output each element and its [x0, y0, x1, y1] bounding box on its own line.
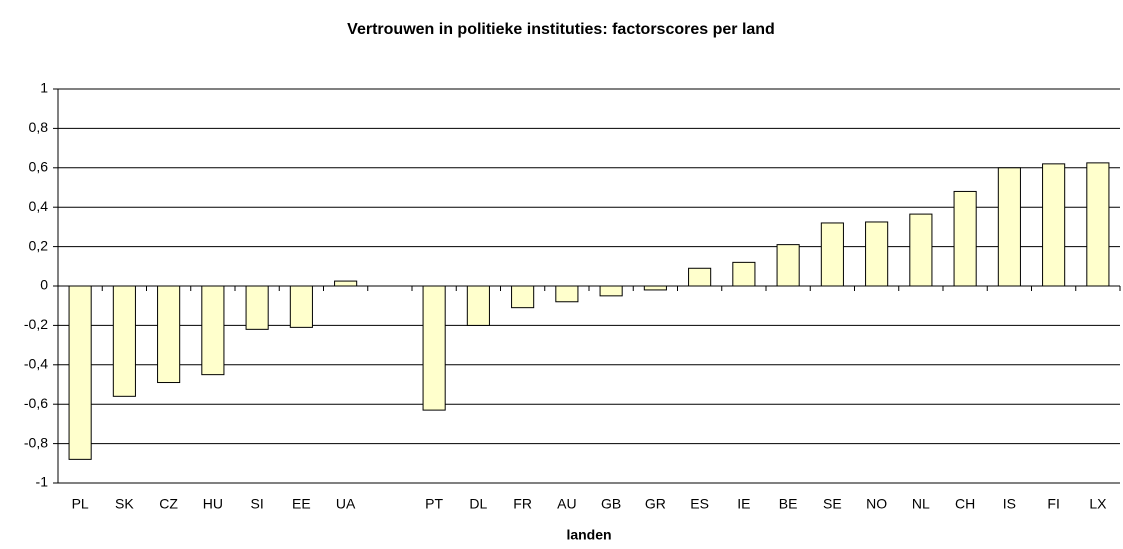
x-tick-label: FI — [1047, 496, 1059, 512]
x-tick-label: SI — [251, 496, 264, 512]
x-tick-label: DL — [469, 496, 487, 512]
bar — [688, 267, 712, 287]
y-tick-label: 0,2 — [29, 237, 49, 253]
bar — [909, 213, 933, 287]
y-tick-label: -0,8 — [24, 434, 48, 450]
x-tick-label: IS — [1003, 496, 1016, 512]
x-tick-label: HU — [203, 496, 223, 512]
bar — [1086, 162, 1110, 287]
bar — [599, 285, 623, 297]
bar — [511, 285, 535, 309]
y-tick-label: -0,2 — [24, 316, 48, 332]
y-tick-label: 0,8 — [29, 119, 49, 135]
x-tick-label: EE — [292, 496, 311, 512]
y-tick-label: 0,6 — [29, 159, 49, 175]
x-tick-label: PL — [72, 496, 89, 512]
x-tick-label: CH — [955, 496, 975, 512]
bar — [334, 280, 358, 287]
x-tick-label: NO — [866, 496, 887, 512]
x-tick-label: LX — [1089, 496, 1107, 512]
bar — [732, 261, 756, 287]
x-tick-label: CZ — [159, 496, 178, 512]
y-tick-label: 0 — [40, 277, 48, 293]
bar — [157, 285, 181, 384]
bar — [1042, 163, 1066, 287]
x-tick-label: FR — [513, 496, 532, 512]
y-tick-label: -0,4 — [24, 356, 48, 372]
bar — [997, 167, 1021, 287]
x-tick-label: IE — [737, 496, 750, 512]
bar — [422, 285, 446, 411]
y-tick-label: -1 — [36, 474, 49, 490]
bar — [776, 244, 800, 287]
bar — [201, 285, 225, 376]
bar — [643, 285, 667, 291]
bar — [865, 221, 889, 287]
bar — [466, 285, 490, 326]
y-tick-label: 1 — [40, 80, 48, 96]
x-tick-label: AU — [557, 496, 576, 512]
x-tick-label: SK — [115, 496, 134, 512]
bar — [112, 285, 136, 397]
y-tick-label: -0,6 — [24, 395, 48, 411]
bar — [289, 285, 313, 328]
x-tick-label: GR — [645, 496, 666, 512]
bar — [555, 285, 579, 303]
x-tick-label: BE — [779, 496, 798, 512]
x-tick-label: NL — [912, 496, 930, 512]
x-tick-label: ES — [690, 496, 709, 512]
x-tick-label: GB — [601, 496, 621, 512]
y-tick-label: 0,4 — [29, 198, 49, 214]
bar — [820, 222, 844, 287]
bar — [245, 285, 269, 330]
x-tick-label: PT — [425, 496, 443, 512]
x-axis-title: landen — [566, 527, 611, 543]
bar — [68, 285, 92, 460]
bar — [953, 190, 977, 287]
x-tick-label: SE — [823, 496, 842, 512]
chart-title: Vertrouwen in politieke instituties: fac… — [347, 21, 775, 38]
x-tick-label: UA — [336, 496, 356, 512]
